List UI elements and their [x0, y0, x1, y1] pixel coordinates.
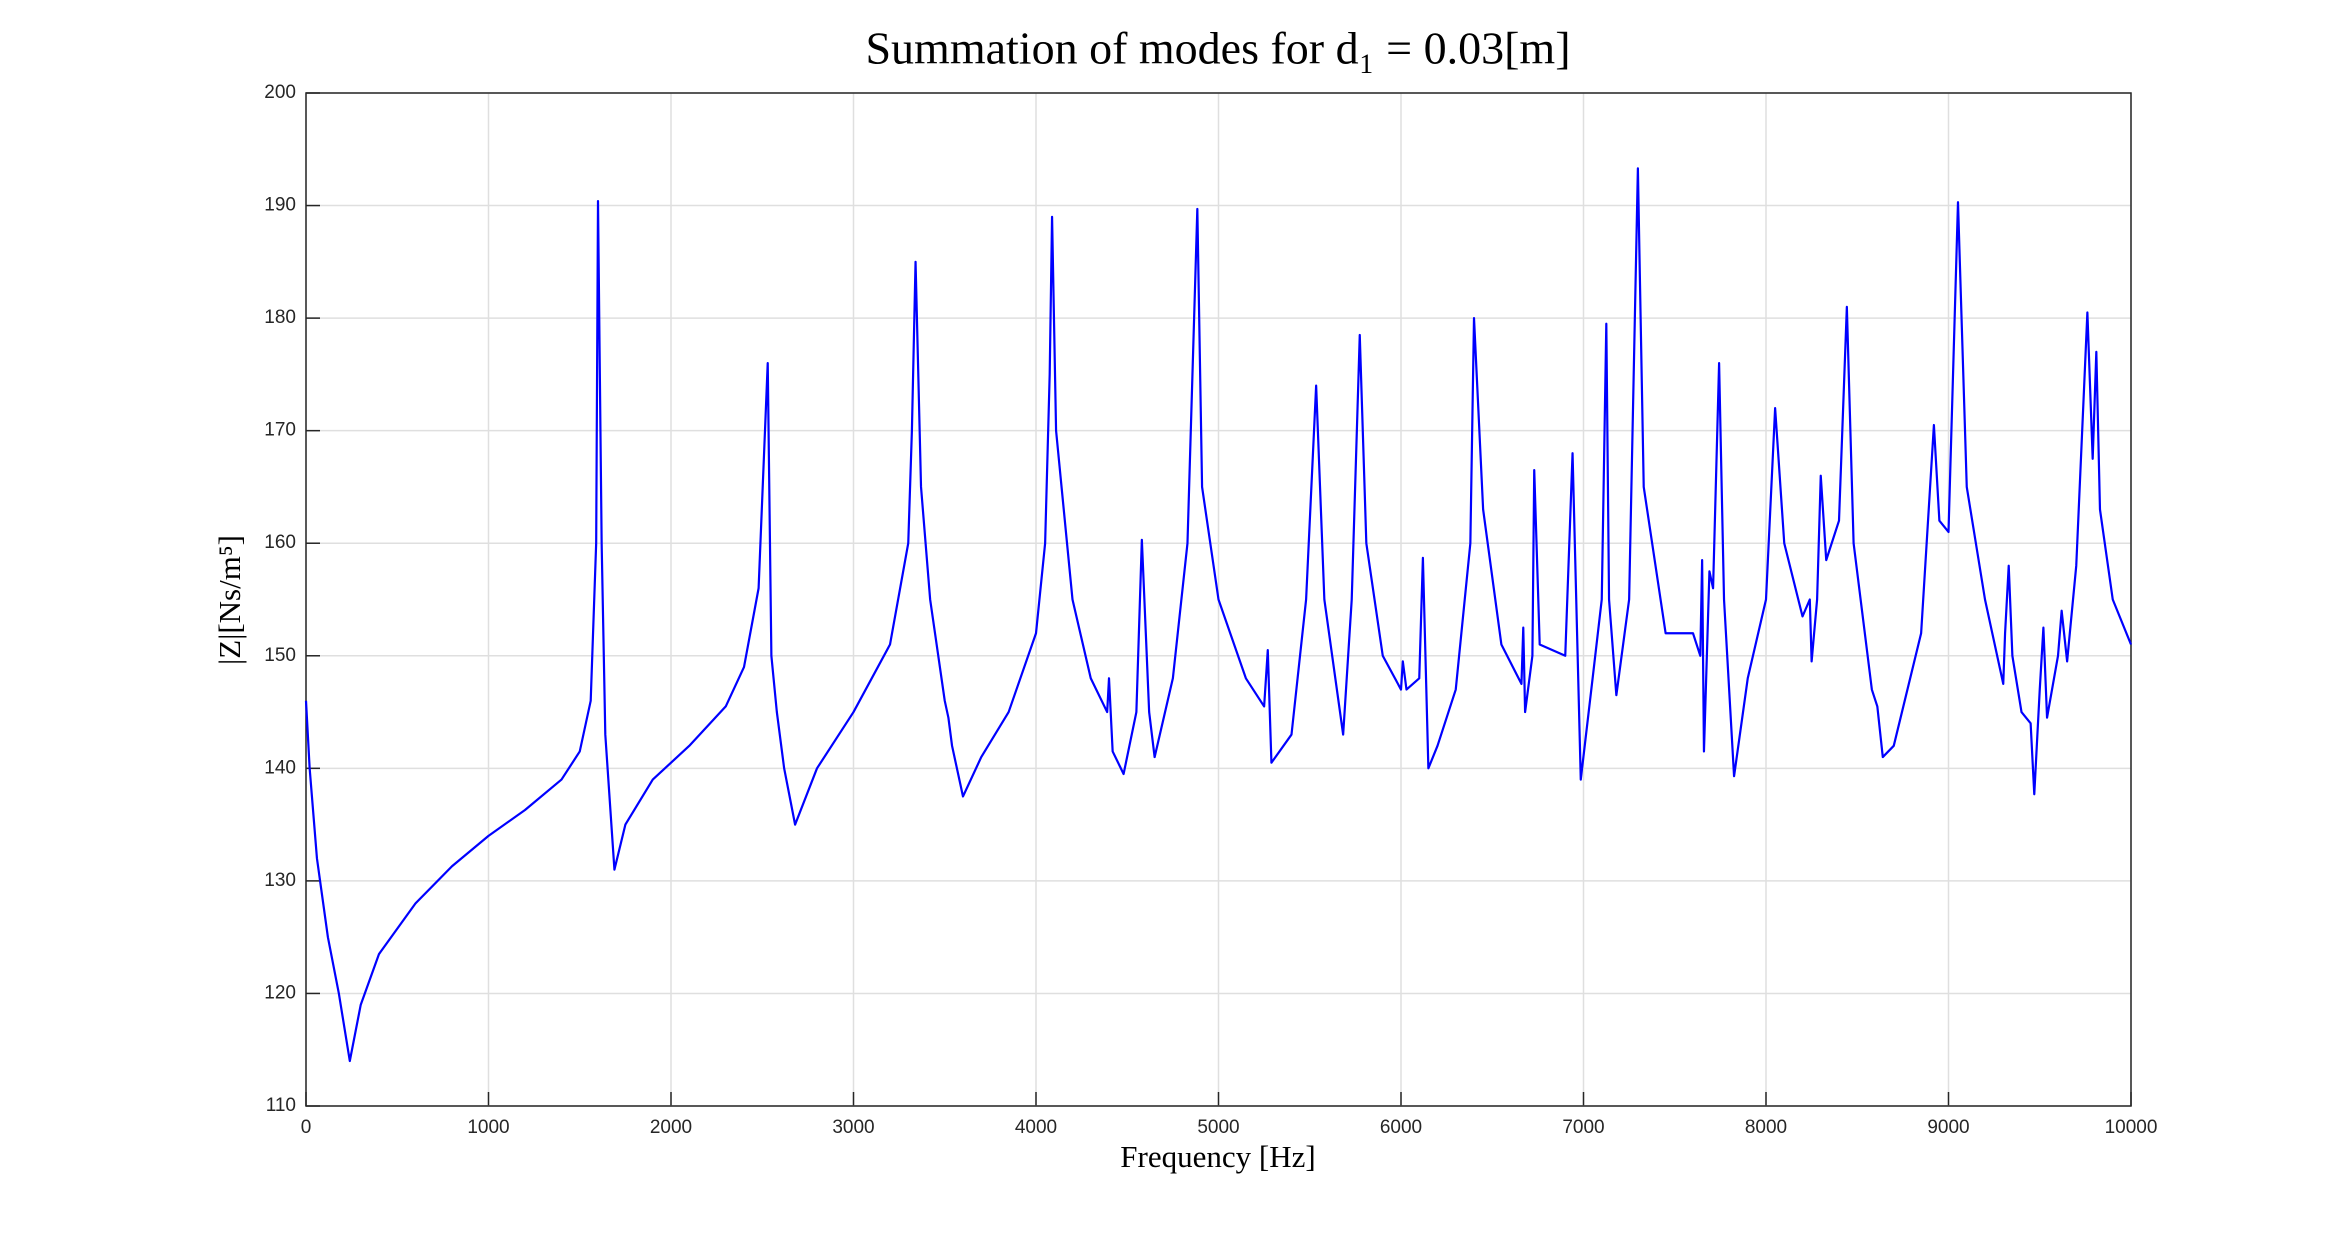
x-tick-label: 3000 [832, 1117, 874, 1138]
x-tick-label: 8000 [1745, 1117, 1787, 1138]
y-tick-label: 120 [264, 982, 296, 1003]
y-tick-label: 140 [264, 757, 296, 778]
y-tick-label: 150 [264, 645, 296, 666]
x-tick-label: 6000 [1380, 1117, 1422, 1138]
x-tick-label: 10000 [2105, 1117, 2158, 1138]
y-tick-label: 180 [264, 307, 296, 328]
x-tick-label: 0 [301, 1117, 312, 1138]
x-tick-label: 4000 [1015, 1117, 1057, 1138]
x-axis-label: Frequency [Hz] [1120, 1139, 1315, 1174]
y-tick-label: 170 [264, 420, 296, 441]
y-tick-label: 160 [264, 532, 296, 553]
x-tick-label: 5000 [1197, 1117, 1239, 1138]
y-tick-label: 110 [266, 1095, 296, 1116]
x-tick-label: 7000 [1562, 1117, 1604, 1138]
chart-title: Summation of modes for d₁ = 0.03[m] [865, 23, 1570, 74]
y-tick-label: 190 [264, 195, 296, 216]
data-line [304, 167, 2133, 1063]
axes-box [305, 92, 2132, 1107]
y-tick-label: 200 [264, 82, 296, 103]
y-axis-label: |Z|[Ns/m⁵] [212, 535, 247, 665]
x-tick-label: 2000 [650, 1117, 692, 1138]
y-tick-label: 130 [264, 870, 296, 891]
x-tick-label: 9000 [1927, 1117, 1969, 1138]
x-tick-label: 1000 [467, 1117, 509, 1138]
